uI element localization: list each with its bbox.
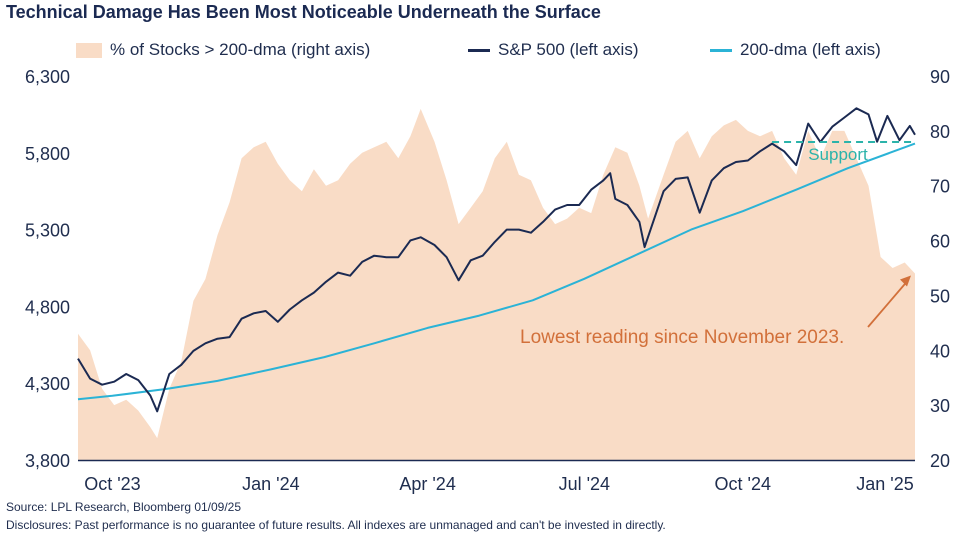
x-tick-label: Apr '24 (399, 474, 455, 494)
legend-item-200dma: 200-dma (left axis) (710, 40, 881, 60)
y-right-tick-label: 30 (930, 396, 950, 416)
y-right-tick-label: 70 (930, 177, 950, 197)
y-axis-right-ticks: 20 30 40 50 60 70 80 90 (930, 67, 950, 471)
y-left-tick-label: 4,800 (25, 297, 70, 317)
x-tick-label: Oct '23 (84, 474, 140, 494)
support-label: Support (808, 145, 868, 164)
legend-line-swatch-sp500 (468, 48, 490, 52)
legend-item-pct-stocks: % of Stocks > 200-dma (right axis) (76, 40, 370, 60)
y-axis-left-ticks: 3,800 4,300 4,800 5,300 5,800 6,300 (25, 67, 70, 471)
lowest-reading-annotation: Lowest reading since November 2023. (520, 275, 911, 348)
chart-title: Technical Damage Has Been Most Noticeabl… (6, 2, 601, 22)
line-series-sp500 (77, 107, 916, 413)
y-left-tick-label: 5,800 (25, 144, 70, 164)
line-sp500 (77, 107, 916, 413)
x-axis-ticks: Oct '23 Jan '24 Apr '24 Jul '24 Oct '24 Jan '… (84, 474, 914, 494)
x-tick-label: Jan '25 (856, 474, 913, 494)
y-left-tick-label: 3,800 (25, 451, 70, 471)
chart-legend: % of Stocks > 200-dma (right axis) S&P 5… (0, 40, 960, 62)
lowest-reading-label: Lowest reading since November 2023. (520, 327, 844, 348)
y-right-tick-label: 40 (930, 341, 950, 361)
y-right-tick-label: 90 (930, 67, 950, 87)
lowest-arrow-head (900, 275, 911, 287)
x-tick-label: Jul '24 (559, 474, 610, 494)
legend-label-sp500: S&P 500 (left axis) (498, 40, 639, 59)
y-right-tick-label: 80 (930, 122, 950, 142)
line-series-200dma (77, 142, 916, 401)
y-right-tick-label: 20 (930, 451, 950, 471)
legend-label-200dma: 200-dma (left axis) (740, 40, 881, 59)
line-200dma (77, 142, 916, 401)
y-left-tick-label: 6,300 (25, 67, 70, 87)
y-left-tick-label: 5,300 (25, 221, 70, 241)
x-tick-label: Oct '24 (715, 474, 771, 494)
disclosure-note: Disclosures: Past performance is no guar… (6, 518, 666, 532)
area-pct-stocks (78, 108, 915, 461)
legend-item-sp500: S&P 500 (left axis) (468, 40, 638, 60)
area-series-pct-stocks (78, 108, 915, 461)
legend-label-pct-stocks: % of Stocks > 200-dma (right axis) (110, 40, 371, 59)
x-tick-label: Jan '24 (242, 474, 299, 494)
source-note: Source: LPL Research, Bloomberg 01/09/25 (6, 500, 242, 514)
y-right-tick-label: 60 (930, 232, 950, 252)
y-left-tick-label: 4,300 (25, 374, 70, 394)
legend-line-swatch-200dma (710, 48, 732, 52)
lowest-arrow-line (867, 280, 908, 328)
y-right-tick-label: 50 (930, 286, 950, 306)
support-annotation: Support (772, 141, 915, 164)
legend-area-swatch (76, 42, 102, 58)
